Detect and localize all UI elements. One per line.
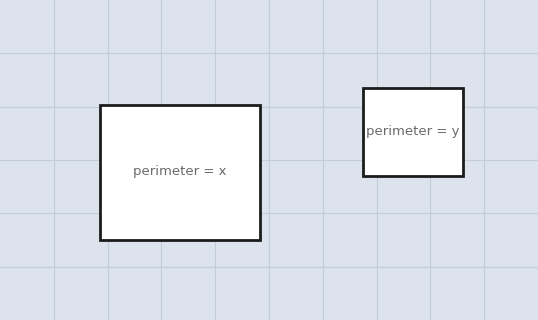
Bar (363, 88, 463, 176)
Text: perimeter = x: perimeter = x (133, 165, 226, 179)
Bar (100, 105, 260, 240)
Text: perimeter = y: perimeter = y (366, 125, 460, 139)
